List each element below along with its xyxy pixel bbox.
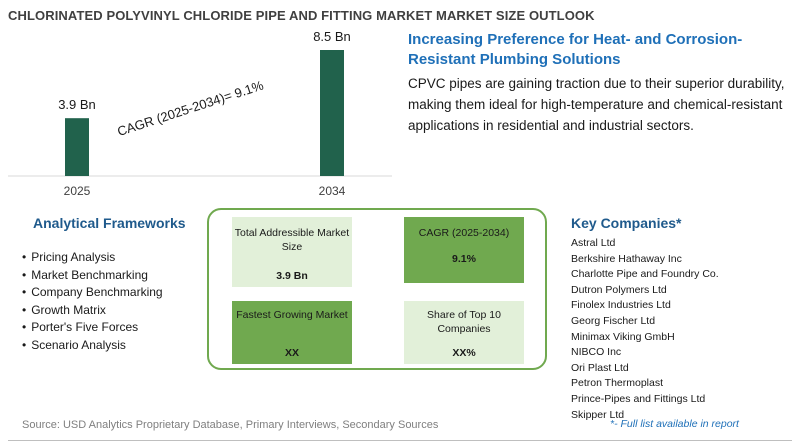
metric-label: CAGR (2025-2034) bbox=[418, 227, 510, 239]
metric-card-market-size: Total Addressible Market Size 3.9 Bn bbox=[232, 217, 352, 287]
metric-card-fastest-growing: Fastest Growing Market XX bbox=[232, 301, 352, 364]
list-item: Ori Plast Ltd bbox=[571, 361, 629, 374]
list-item: Berkshire Hathaway Inc bbox=[571, 252, 682, 265]
list-item: Skipper Ltd bbox=[571, 408, 625, 421]
list-item: Georg Fischer Ltd bbox=[571, 314, 656, 327]
metric-value: 3.9 Bn bbox=[276, 270, 308, 282]
list-item: Astral Ltd bbox=[571, 237, 616, 249]
full-list-note: *- Full list available in report bbox=[610, 418, 739, 430]
market-size-bar-chart: 3.9 Bn 2025 8.5 Bn 2034 bbox=[8, 29, 392, 198]
key-companies-list: Astral Ltd Berkshire Hathaway Inc Charlo… bbox=[571, 236, 719, 423]
value-label-2025: 3.9 Bn bbox=[58, 97, 96, 112]
list-item: Minimax Viking GmbH bbox=[571, 330, 675, 343]
bar-2034 bbox=[320, 50, 344, 176]
list-item: Scenario Analysis bbox=[22, 337, 163, 355]
description: CPVC pipes are gaining traction due to t… bbox=[408, 76, 785, 133]
list-item: Petron Thermoplast bbox=[571, 377, 664, 390]
metric-card-top10-share: Share of Top 10 Companies XX% bbox=[404, 301, 524, 364]
metric-card-cagr: CAGR (2025-2034) 9.1% bbox=[404, 217, 524, 283]
list-item: Dutron Polymers Ltd bbox=[571, 283, 667, 296]
metric-value: XX% bbox=[452, 347, 476, 359]
list-item: Porter's Five Forces bbox=[22, 319, 163, 337]
bar-2025 bbox=[65, 118, 89, 176]
metric-label: Share of Top 10 Companies bbox=[427, 309, 501, 335]
value-label-2034: 8.5 Bn bbox=[313, 29, 351, 44]
metrics-panel bbox=[207, 208, 547, 370]
x-tick-label-2025: 2025 bbox=[64, 184, 91, 198]
headline: Increasing Preference for Heat- and Corr… bbox=[408, 31, 743, 68]
key-companies-title: Key Companies* bbox=[571, 215, 682, 231]
list-item: Pricing Analysis bbox=[22, 249, 163, 267]
list-item: Prince-Pipes and Fittings Ltd bbox=[571, 392, 706, 405]
footer-divider bbox=[8, 440, 792, 441]
list-item: Growth Matrix bbox=[22, 302, 163, 320]
source-note: Source: USD Analytics Proprietary Databa… bbox=[22, 419, 439, 431]
metric-value: 9.1% bbox=[452, 253, 476, 265]
page-title: CHLORINATED POLYVINYL CHLORIDE PIPE AND … bbox=[8, 8, 595, 23]
list-item: NIBCO Inc bbox=[571, 346, 622, 359]
metric-label: Total Addressible Market Size bbox=[234, 227, 350, 253]
list-item: Finolex Industries Ltd bbox=[571, 299, 671, 312]
list-item: Charlotte Pipe and Foundry Co. bbox=[571, 268, 719, 281]
frameworks-title: Analytical Frameworks bbox=[33, 215, 186, 231]
frameworks-list: Pricing Analysis Market Benchmarking Com… bbox=[22, 249, 163, 355]
list-item: Market Benchmarking bbox=[22, 267, 163, 285]
metric-value: XX bbox=[284, 347, 299, 359]
x-tick-label-2034: 2034 bbox=[319, 184, 346, 198]
metric-label: Fastest Growing Market bbox=[236, 309, 348, 321]
list-item: Company Benchmarking bbox=[22, 284, 162, 302]
